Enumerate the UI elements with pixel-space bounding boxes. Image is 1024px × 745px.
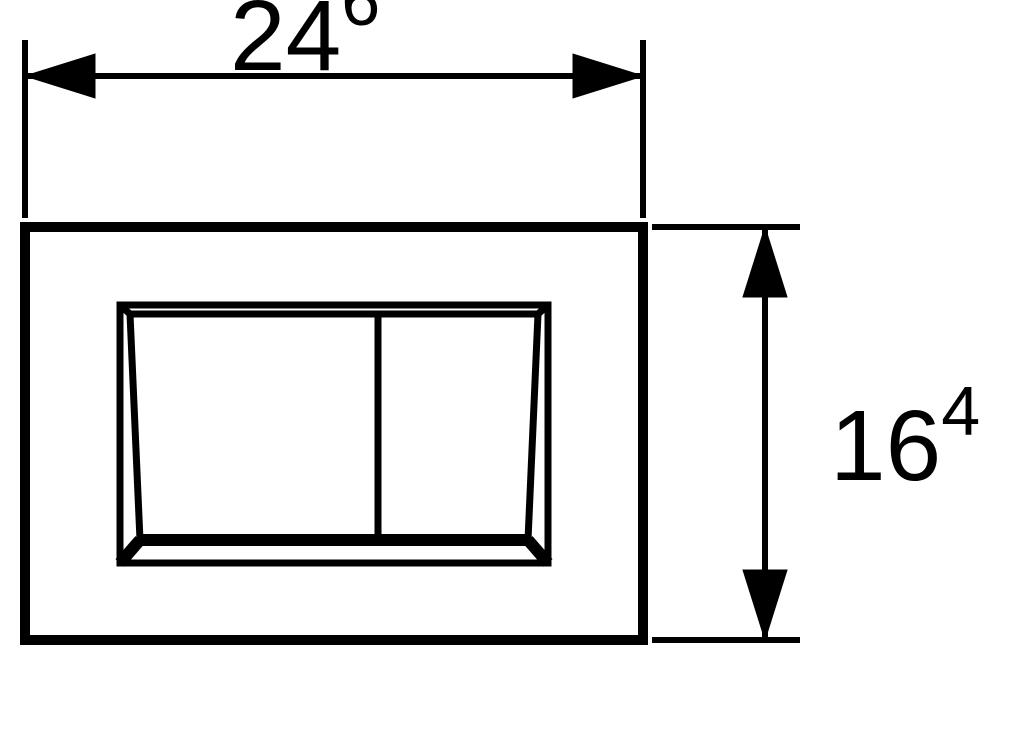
dim-height-label: 164 bbox=[830, 372, 980, 502]
dim-height-base: 16 bbox=[830, 390, 941, 502]
dim-width-base: 24 bbox=[230, 0, 341, 92]
dim-height-arrow-up bbox=[743, 227, 787, 297]
dim-height-arrow-down bbox=[743, 570, 787, 640]
dim-width-arrow-right bbox=[573, 54, 643, 98]
dim-height-exp: 4 bbox=[941, 372, 980, 450]
dim-width-arrow-left bbox=[25, 54, 95, 98]
dim-width-exp: 6 bbox=[341, 0, 380, 40]
